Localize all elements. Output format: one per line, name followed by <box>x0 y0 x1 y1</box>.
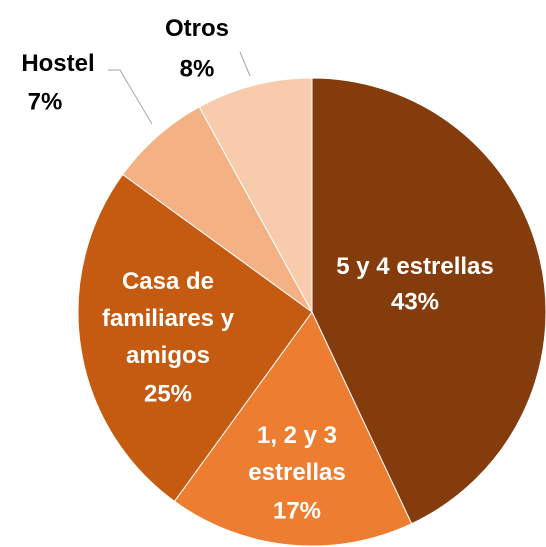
leader-line <box>239 51 251 77</box>
slice-percent: 17% <box>273 497 321 524</box>
slice-percent: 25% <box>144 380 192 407</box>
slice-label: 1, 2 y 3 estrellas <box>248 422 345 486</box>
pie-slice <box>173 311 413 547</box>
slice-percent: 43% <box>391 288 439 315</box>
slice-label: Otros <box>165 15 229 42</box>
slice-label: Hostel <box>21 50 94 77</box>
leader-line <box>108 69 153 125</box>
slice-label: 5 y 4 estrellas <box>336 253 493 280</box>
slice-percent: 7% <box>28 88 63 115</box>
pie-slice <box>77 173 313 503</box>
pie-slice <box>198 77 313 313</box>
pie-slice <box>121 106 313 313</box>
pie-slice <box>311 77 546 525</box>
slice-label: Casa de familiares y amigos <box>102 268 235 369</box>
slice-percent: 8% <box>180 55 215 82</box>
